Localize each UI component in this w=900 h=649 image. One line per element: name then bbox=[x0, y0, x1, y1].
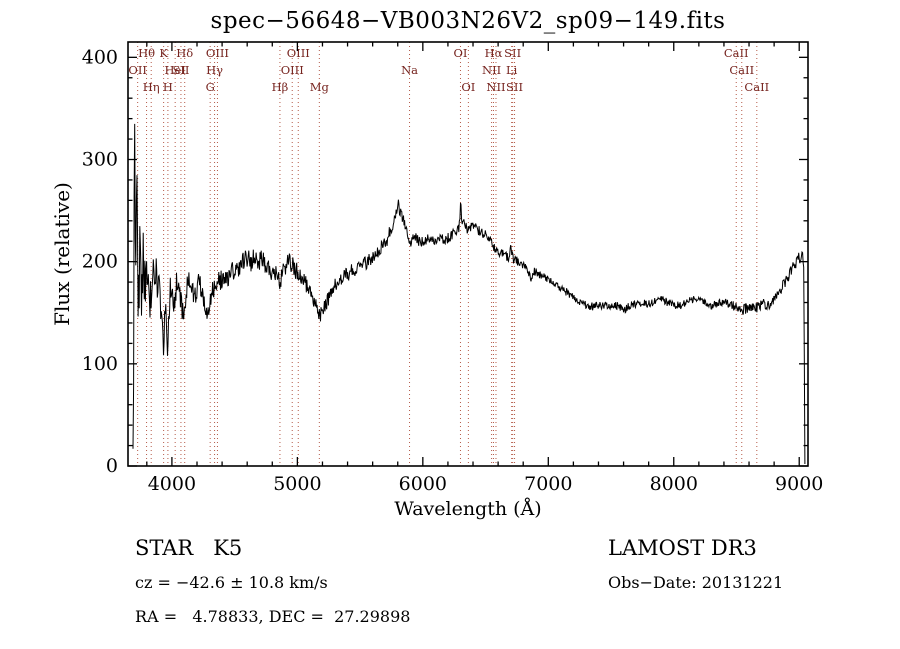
y-tick-label: 300 bbox=[82, 148, 118, 170]
x-tick-label: 6000 bbox=[399, 473, 447, 495]
axis-ticks bbox=[128, 42, 808, 467]
x-tick-label: 9000 bbox=[775, 473, 823, 495]
y-tick-label: 100 bbox=[82, 353, 118, 375]
spectral-line-label: OII bbox=[128, 63, 147, 77]
x-tick-label: 7000 bbox=[524, 473, 572, 495]
spectral-line-label: Na bbox=[401, 63, 418, 77]
spectral-line-label: Hβ bbox=[272, 80, 289, 94]
survey-label: LAMOST DR3 bbox=[608, 536, 757, 560]
radial-velocity-label: cz = −42.6 ± 10.8 km/s bbox=[135, 573, 328, 592]
spectral-line-label: OI bbox=[461, 80, 475, 94]
spectral-line-label: Mg bbox=[310, 80, 330, 94]
x-tick-label: 4000 bbox=[148, 473, 196, 495]
y-tick-label: 400 bbox=[82, 46, 118, 68]
spectral-line-label: NII bbox=[486, 80, 505, 94]
y-tick-label: 200 bbox=[82, 251, 118, 273]
obs-date-label: Obs−Date: 20131221 bbox=[608, 573, 784, 592]
spectral-line-markers: OIIHθHηKHHeISIIHδGHγOIIIHβOIIIOIIIMgNaOI… bbox=[128, 42, 769, 466]
spectral-line-label: SII bbox=[504, 46, 521, 60]
spectral-line-label: CaII bbox=[744, 80, 769, 94]
spectral-line-label: OIII bbox=[206, 46, 229, 60]
ra-dec-label: RA = 4.78833, DEC = 27.29898 bbox=[135, 607, 411, 626]
spectral-line-label: Hη bbox=[143, 80, 160, 94]
spectral-line-label: H bbox=[163, 80, 173, 94]
spectral-line-label: Hγ bbox=[206, 63, 223, 77]
x-tick-label: 5000 bbox=[273, 473, 321, 495]
spectral-line-label: Hθ bbox=[138, 46, 155, 60]
spectral-line-label: OIII bbox=[281, 63, 304, 77]
spectral-line-label: K bbox=[159, 46, 168, 60]
x-axis-label: Wavelength (Å) bbox=[394, 498, 542, 520]
spectral-line-label: Li bbox=[506, 63, 518, 77]
x-tick-label: 8000 bbox=[650, 473, 698, 495]
chart-title: spec−56648−VB003N26V2_sp09−149.fits bbox=[210, 8, 726, 34]
spectral-line-label: Hδ bbox=[176, 46, 193, 60]
spectral-line-label: SII bbox=[172, 63, 189, 77]
y-tick-label: 0 bbox=[106, 455, 118, 477]
spectral-line-label: SII bbox=[506, 80, 523, 94]
spectral-line-label: CaII bbox=[724, 46, 749, 60]
spectral-line-label: NII bbox=[482, 63, 501, 77]
spectral-line-label: G bbox=[206, 80, 215, 94]
spectrum-curve bbox=[132, 123, 806, 465]
spectral-line-label: OIII bbox=[287, 46, 310, 60]
plot-frame bbox=[127, 41, 809, 467]
classification-label: STAR K5 bbox=[135, 536, 243, 560]
spectral-line-label: Hα bbox=[485, 46, 503, 60]
spectral-line-label: OI bbox=[453, 46, 467, 60]
spectral-line-label: CaII bbox=[729, 63, 754, 77]
